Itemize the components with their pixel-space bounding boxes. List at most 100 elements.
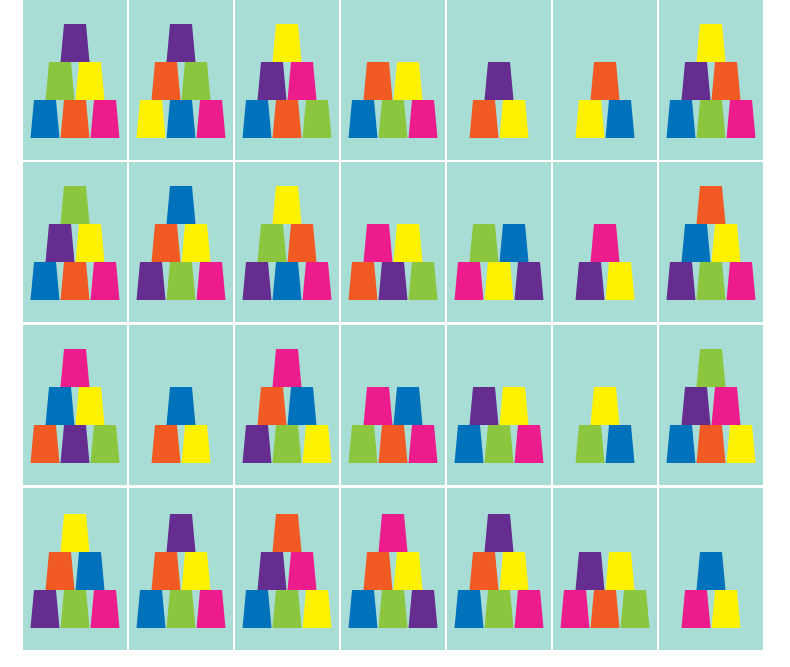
cup [196,100,226,138]
card [129,0,233,160]
card [447,162,551,322]
card [235,162,339,322]
cup [408,100,438,138]
card [553,0,657,160]
card [23,325,127,485]
cup [45,387,75,425]
cup [166,387,196,425]
cup [75,224,105,262]
cup [60,590,90,628]
cup [348,425,378,463]
cup [287,224,317,262]
cup [666,425,696,463]
cup [484,262,514,300]
cup [575,552,605,590]
cup [60,100,90,138]
cup [378,514,408,552]
cup [272,514,302,552]
cup [726,425,756,463]
cup [181,62,211,100]
cup [681,224,711,262]
card [659,162,763,322]
cup [60,514,90,552]
cup [181,425,211,463]
cup [514,425,544,463]
cup [302,425,332,463]
cup [378,262,408,300]
cup [454,425,484,463]
cup [287,552,317,590]
cup [711,224,741,262]
card [235,0,339,160]
cup [166,262,196,300]
cup [30,100,60,138]
cup [196,262,226,300]
cup [348,262,378,300]
cup [75,387,105,425]
cup [605,262,635,300]
cup [60,186,90,224]
cup [378,425,408,463]
cup [666,100,696,138]
cup [151,224,181,262]
card [341,325,445,485]
cup [696,24,726,62]
cup [45,224,75,262]
cup [469,552,499,590]
cup [348,100,378,138]
card [341,162,445,322]
cup [151,552,181,590]
cup [166,100,196,138]
cup [60,349,90,387]
cup [272,349,302,387]
card [23,0,127,160]
cup [711,590,741,628]
cup [272,425,302,463]
cup [393,387,423,425]
cup [272,262,302,300]
cup [363,62,393,100]
cup [45,62,75,100]
cup [605,100,635,138]
cup [620,590,650,628]
cup [196,590,226,628]
cup [30,262,60,300]
cup [590,590,620,628]
cup [681,62,711,100]
card [553,325,657,485]
cup [484,514,514,552]
cup [60,425,90,463]
cup [90,262,120,300]
cup [242,590,272,628]
cup [575,425,605,463]
cup [242,425,272,463]
cup [590,387,620,425]
cup [272,590,302,628]
cup [681,590,711,628]
cup [348,590,378,628]
card [553,488,657,650]
cup [499,224,529,262]
cup [75,552,105,590]
cup [499,387,529,425]
cup [181,552,211,590]
cup [469,224,499,262]
cup [257,552,287,590]
cup [75,62,105,100]
cup [454,262,484,300]
cup [363,387,393,425]
card [659,0,763,160]
card [23,488,127,650]
cup [181,224,211,262]
cup [681,387,711,425]
card [447,488,551,650]
cup [696,100,726,138]
cup [166,186,196,224]
card [553,162,657,322]
cup [590,224,620,262]
cup [484,590,514,628]
cup [590,62,620,100]
cup [287,387,317,425]
cup [666,262,696,300]
